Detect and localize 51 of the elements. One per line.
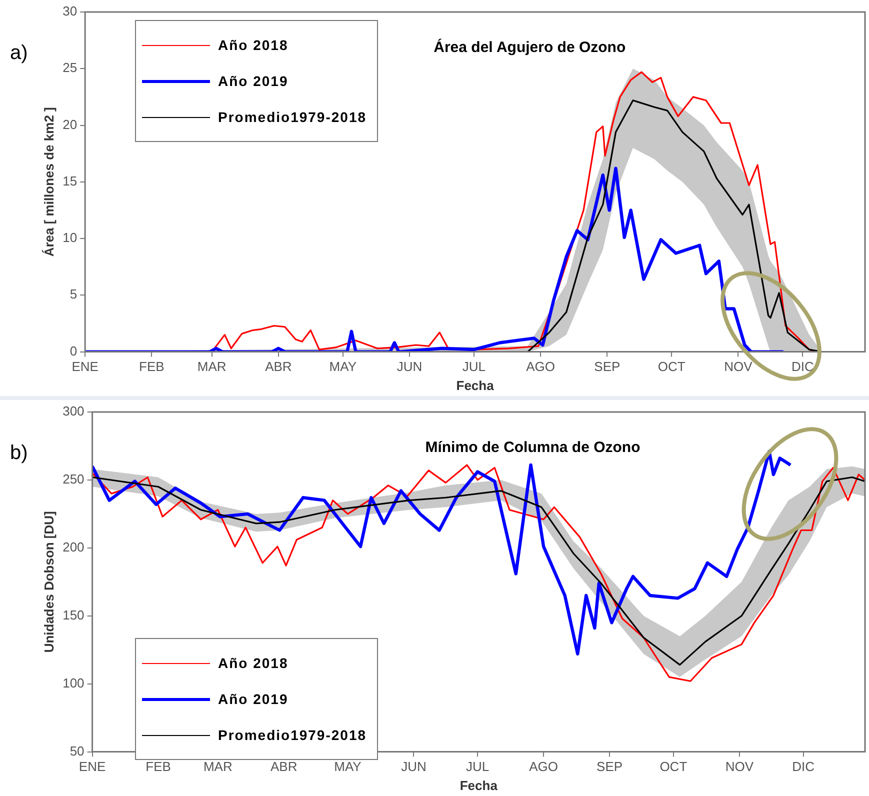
x-tick-label: FEB [146, 759, 171, 774]
legend-label: Año 2019 [218, 73, 288, 89]
y-tick-label: 20 [62, 116, 78, 132]
x-tick-label: JUN [396, 359, 422, 374]
x-tick-label: MAR [203, 759, 232, 774]
y-tick-label: 150 [62, 607, 84, 622]
y-tick-label: 100 [62, 675, 84, 690]
x-tick-label: AGO [529, 759, 558, 774]
y-tick-label: 50 [70, 743, 84, 758]
x-tick-label: SEP [596, 759, 623, 774]
x-tick-label: JUL [462, 359, 486, 374]
x-tick-label: SEP [594, 359, 620, 374]
y-tick-label: 300 [62, 404, 84, 419]
y-tick-label: 5 [70, 286, 78, 302]
y-tick-label: 15 [62, 173, 78, 188]
legend-label: Año 2018 [218, 37, 288, 53]
x-tick-label: DIC [791, 359, 814, 374]
x-tick-label: OCT [660, 759, 688, 774]
x-tick-label: NOV [724, 359, 753, 374]
x-tick-label: JUN [401, 759, 426, 774]
x-tick-label: DIC [792, 759, 814, 774]
legend-label: Promedio1979-2018 [218, 109, 367, 125]
x-axis-title: Fecha [456, 378, 495, 393]
x-tick-label: MAY [329, 359, 357, 374]
x-tick-label: JUL [466, 759, 490, 774]
x-tick-label: AGO [526, 359, 556, 374]
y-axis-title: Área [ millones de km2 ] [41, 107, 56, 257]
x-tick-label: FEB [139, 359, 164, 374]
x-tick-label: MAY [334, 759, 362, 774]
legend-label: Promedio1979-2018 [218, 727, 367, 743]
x-tick-label: ENE [78, 759, 106, 774]
x-tick-label: ENE [72, 359, 99, 374]
y-tick-label: 0 [70, 343, 78, 358]
x-tick-label: ABR [265, 359, 292, 374]
text: b) [10, 442, 28, 465]
x-tick-label: OCT [658, 359, 686, 374]
y-tick-label: 10 [62, 230, 78, 246]
x-tick-label: MAR [197, 359, 226, 374]
y-tick-label: 30 [62, 4, 78, 19]
x-tick-label: ABR [270, 759, 298, 774]
legend-label: Año 2019 [218, 691, 288, 707]
y-tick-label: 250 [62, 472, 84, 487]
legend-label: Año 2018 [218, 655, 288, 671]
x-tick-label: NOV [725, 759, 754, 774]
text: Mínimo de Columna de Ozono [425, 439, 640, 456]
y-axis-title: Unidades Dobson [DU] [41, 511, 56, 653]
text: a) [10, 42, 28, 65]
y-tick-label: 200 [62, 540, 84, 554]
x-axis-title: Fecha [460, 778, 498, 793]
text: Área del Agujero de Ozono [434, 38, 626, 56]
y-tick-label: 25 [62, 60, 78, 76]
